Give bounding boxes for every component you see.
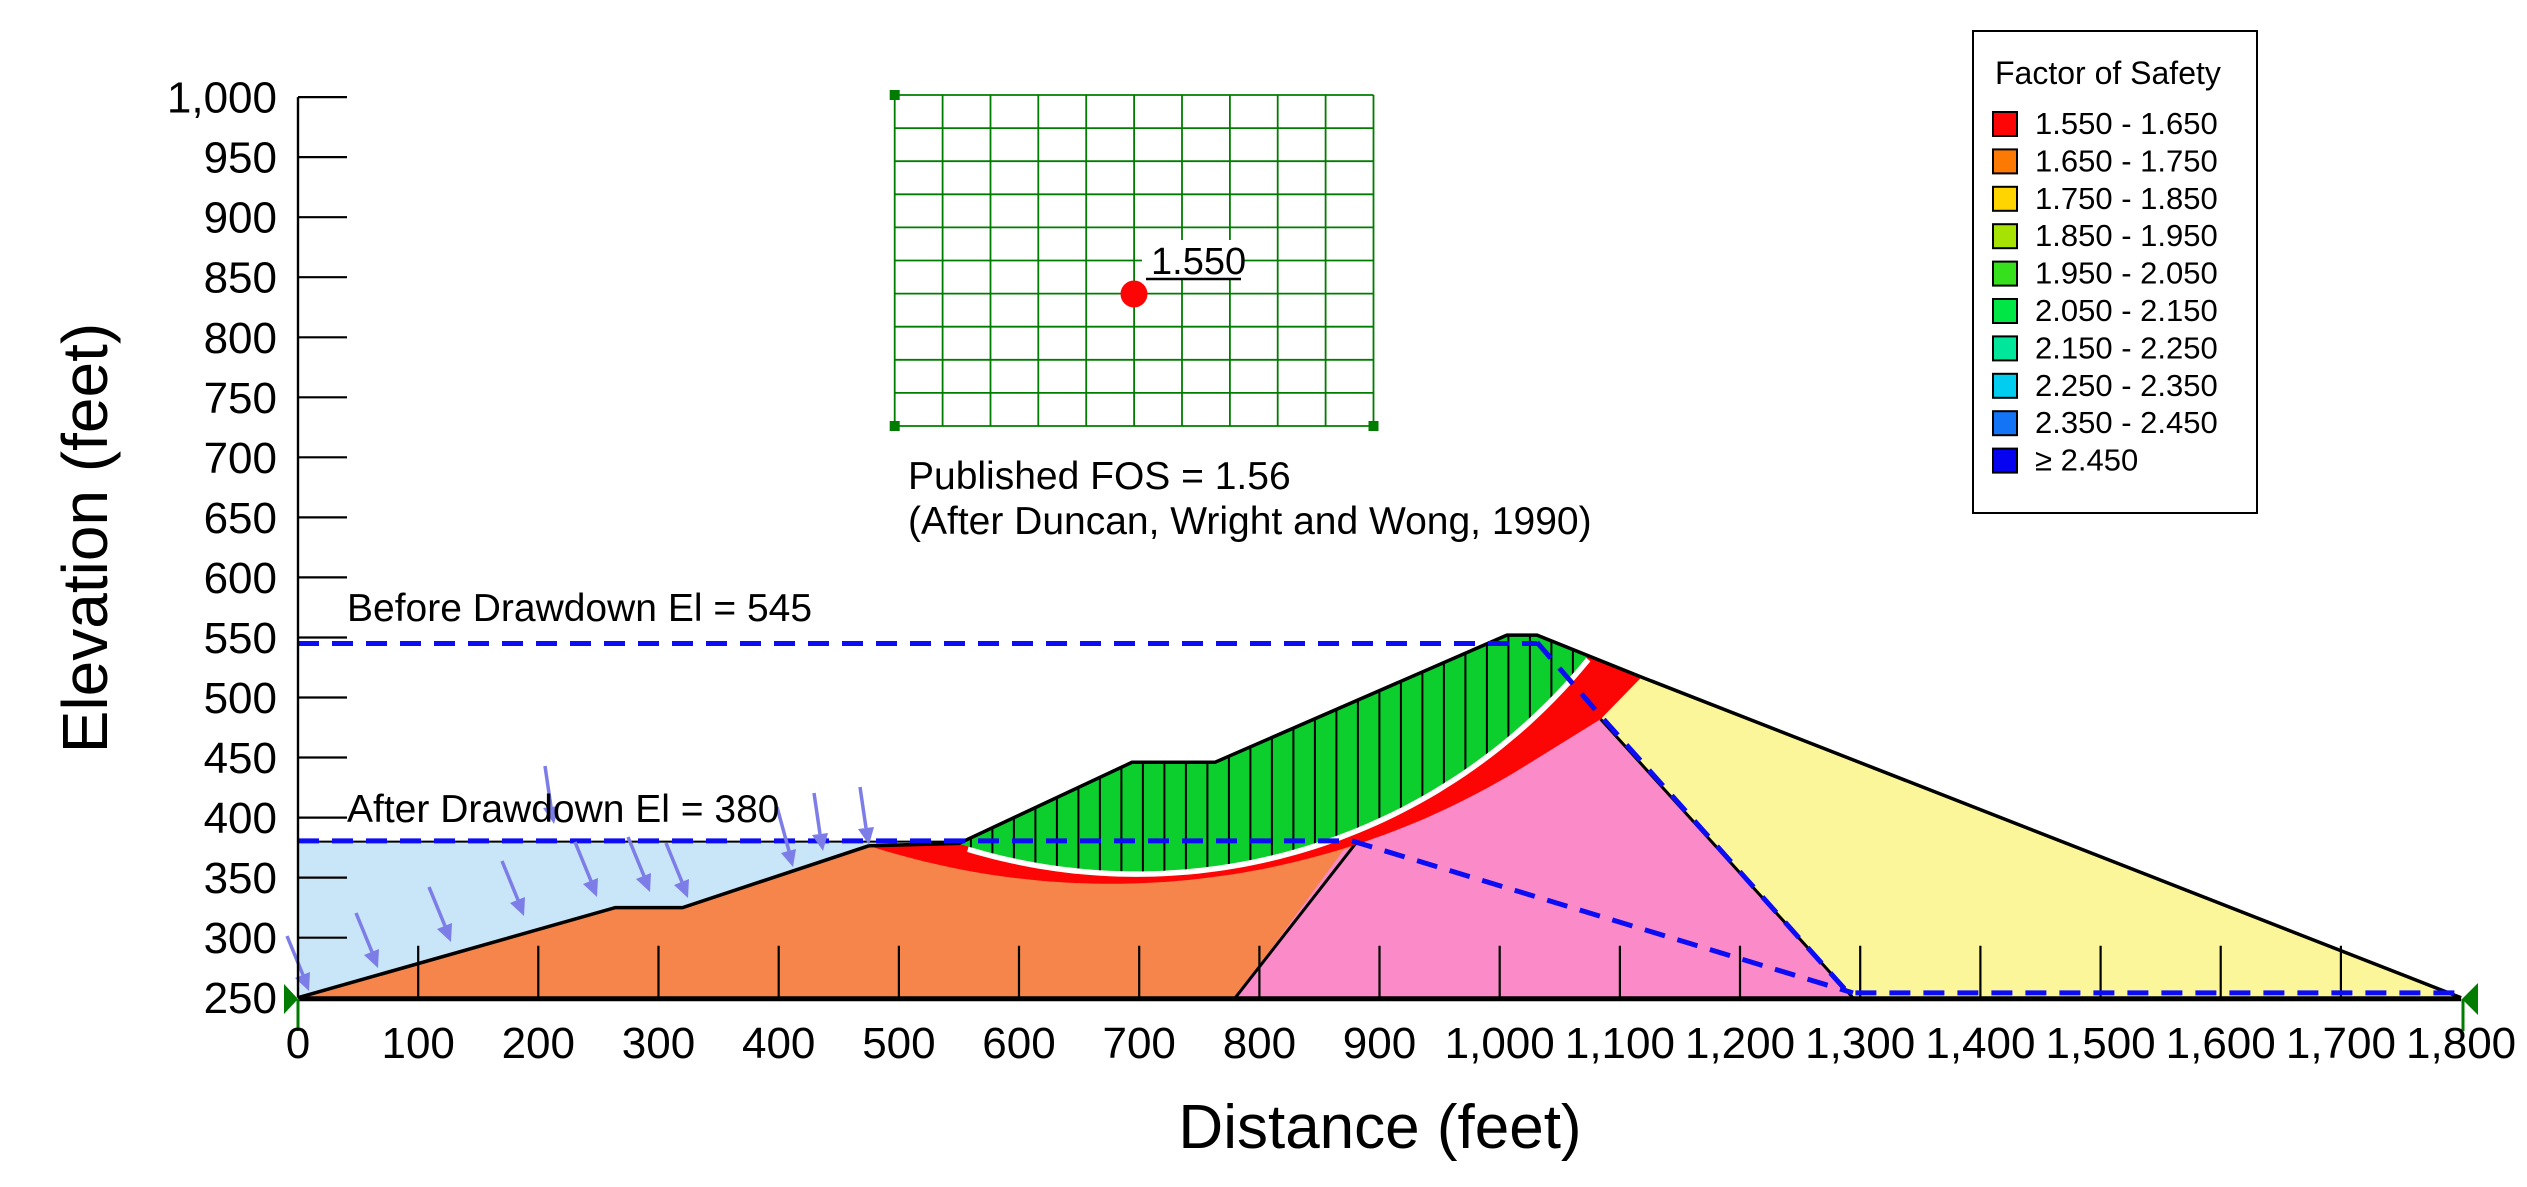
svg-text:400: 400: [204, 794, 277, 843]
svg-text:2.150 - 2.250: 2.150 - 2.250: [2035, 330, 2218, 365]
svg-text:Factor of Safety: Factor of Safety: [1995, 55, 2221, 91]
svg-text:Elevation (feet): Elevation (feet): [49, 323, 121, 753]
svg-text:550: 550: [204, 614, 277, 663]
svg-text:1.550 - 1.650: 1.550 - 1.650: [2035, 106, 2218, 141]
svg-text:1.750 - 1.850: 1.750 - 1.850: [2035, 181, 2218, 216]
svg-text:700: 700: [204, 434, 277, 483]
svg-text:1.650 - 1.750: 1.650 - 1.750: [2035, 143, 2218, 178]
svg-text:Before Drawdown El = 545: Before Drawdown El = 545: [347, 587, 812, 630]
svg-text:250: 250: [204, 974, 277, 1023]
svg-text:400: 400: [742, 1019, 815, 1068]
svg-text:600: 600: [204, 554, 277, 603]
svg-text:1.550: 1.550: [1151, 241, 1246, 283]
svg-text:850: 850: [204, 254, 277, 303]
svg-text:1,000: 1,000: [167, 74, 277, 123]
svg-text:950: 950: [204, 134, 277, 183]
svg-text:Published FOS = 1.56: Published FOS = 1.56: [908, 455, 1291, 498]
svg-text:1,600: 1,600: [2166, 1019, 2276, 1068]
svg-text:650: 650: [204, 494, 277, 543]
svg-text:2.050 - 2.150: 2.050 - 2.150: [2035, 293, 2218, 328]
svg-text:Distance (feet): Distance (feet): [1178, 1093, 1581, 1162]
svg-text:≥ 2.450: ≥ 2.450: [2035, 443, 2138, 478]
svg-text:900: 900: [1343, 1019, 1416, 1068]
svg-text:100: 100: [381, 1019, 454, 1068]
svg-text:800: 800: [1223, 1019, 1296, 1068]
svg-text:1,300: 1,300: [1805, 1019, 1915, 1068]
svg-text:1.950 - 2.050: 1.950 - 2.050: [2035, 256, 2218, 291]
svg-text:1.850 - 1.950: 1.850 - 1.950: [2035, 218, 2218, 253]
svg-text:1,000: 1,000: [1445, 1019, 1555, 1068]
svg-text:1,400: 1,400: [1925, 1019, 2035, 1068]
svg-text:750: 750: [204, 374, 277, 423]
svg-text:1,700: 1,700: [2286, 1019, 2396, 1068]
svg-text:800: 800: [204, 314, 277, 363]
svg-text:200: 200: [502, 1019, 575, 1068]
svg-text:2.250 - 2.350: 2.250 - 2.350: [2035, 368, 2218, 403]
svg-text:0: 0: [286, 1019, 310, 1068]
svg-text:1,200: 1,200: [1685, 1019, 1795, 1068]
svg-text:700: 700: [1102, 1019, 1175, 1068]
svg-text:1,800: 1,800: [2406, 1019, 2516, 1068]
svg-text:600: 600: [982, 1019, 1055, 1068]
svg-text:1,100: 1,100: [1565, 1019, 1675, 1068]
svg-text:(After Duncan, Wright and Wong: (After Duncan, Wright and Wong, 1990): [908, 500, 1592, 543]
svg-text:300: 300: [622, 1019, 695, 1068]
svg-text:450: 450: [204, 734, 277, 783]
svg-text:After Drawdown El = 380: After Drawdown El = 380: [347, 788, 779, 831]
svg-text:350: 350: [204, 854, 277, 903]
svg-text:500: 500: [862, 1019, 935, 1068]
svg-text:900: 900: [204, 194, 277, 243]
svg-text:500: 500: [204, 674, 277, 723]
svg-text:300: 300: [204, 914, 277, 963]
svg-text:2.350 - 2.450: 2.350 - 2.450: [2035, 405, 2218, 440]
svg-text:1,500: 1,500: [2046, 1019, 2156, 1068]
